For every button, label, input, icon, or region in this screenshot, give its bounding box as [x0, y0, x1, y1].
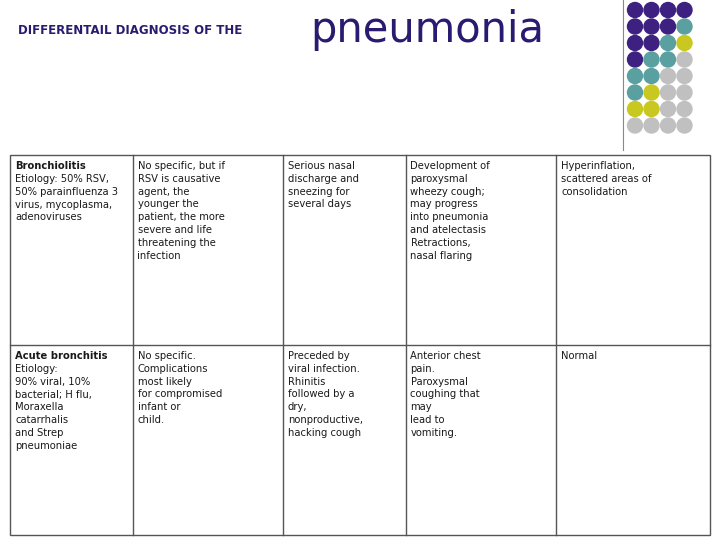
Circle shape — [660, 19, 675, 34]
Circle shape — [677, 85, 692, 100]
Circle shape — [644, 52, 659, 67]
Text: Preceded by
viral infection.
Rhinitis
followed by a
dry,
nonproductive,
hacking : Preceded by viral infection. Rhinitis fo… — [288, 351, 363, 438]
Circle shape — [628, 36, 642, 51]
Text: Serious nasal
discharge and
sneezing for
several days: Serious nasal discharge and sneezing for… — [288, 161, 359, 210]
Circle shape — [644, 102, 659, 117]
Circle shape — [644, 36, 659, 51]
Circle shape — [660, 3, 675, 17]
Circle shape — [660, 69, 675, 84]
Circle shape — [677, 19, 692, 34]
Circle shape — [677, 3, 692, 17]
Text: Etiology:
90% viral, 10%
bacterial; H flu,
Moraxella
catarrhalis
and Strep
pneum: Etiology: 90% viral, 10% bacterial; H fl… — [15, 364, 92, 451]
Circle shape — [677, 36, 692, 51]
Circle shape — [644, 19, 659, 34]
Text: Acute bronchitis: Acute bronchitis — [15, 351, 107, 361]
Circle shape — [628, 3, 642, 17]
Bar — [10, 155, 710, 535]
Circle shape — [677, 52, 692, 67]
Circle shape — [660, 85, 675, 100]
Circle shape — [628, 19, 642, 34]
Circle shape — [644, 85, 659, 100]
Text: Hyperinflation,
scattered areas of
consolidation: Hyperinflation, scattered areas of conso… — [561, 161, 652, 197]
Text: pneumonia: pneumonia — [310, 9, 544, 51]
Circle shape — [628, 52, 642, 67]
Circle shape — [677, 102, 692, 117]
Circle shape — [677, 69, 692, 84]
Text: Development of
paroxysmal
wheezy cough;
may progress
into pneumonia
and atelecta: Development of paroxysmal wheezy cough; … — [410, 161, 490, 261]
Circle shape — [660, 118, 675, 133]
Circle shape — [660, 102, 675, 117]
Text: Bronchiolitis: Bronchiolitis — [15, 161, 86, 171]
Circle shape — [677, 118, 692, 133]
Text: DIFFERENTAIL DIAGNOSIS OF THE: DIFFERENTAIL DIAGNOSIS OF THE — [18, 24, 242, 37]
Circle shape — [628, 102, 642, 117]
Text: No specific.
Complications
most likely
for compromised
infant or
child.: No specific. Complications most likely f… — [138, 351, 222, 425]
Circle shape — [628, 69, 642, 84]
Circle shape — [660, 52, 675, 67]
Circle shape — [644, 69, 659, 84]
Circle shape — [660, 36, 675, 51]
Circle shape — [644, 3, 659, 17]
Text: Etiology: 50% RSV,
50% parainfluenza 3
virus, mycoplasma,
adenoviruses: Etiology: 50% RSV, 50% parainfluenza 3 v… — [15, 174, 118, 222]
Text: Normal: Normal — [561, 351, 597, 361]
Text: Anterior chest
pain.
Paroxysmal
coughing that
may
lead to
vomiting.: Anterior chest pain. Paroxysmal coughing… — [410, 351, 481, 438]
Text: No specific, but if
RSV is causative
agent, the
younger the
patient, the more
se: No specific, but if RSV is causative age… — [138, 161, 225, 261]
Circle shape — [628, 118, 642, 133]
Circle shape — [644, 118, 659, 133]
Circle shape — [628, 85, 642, 100]
